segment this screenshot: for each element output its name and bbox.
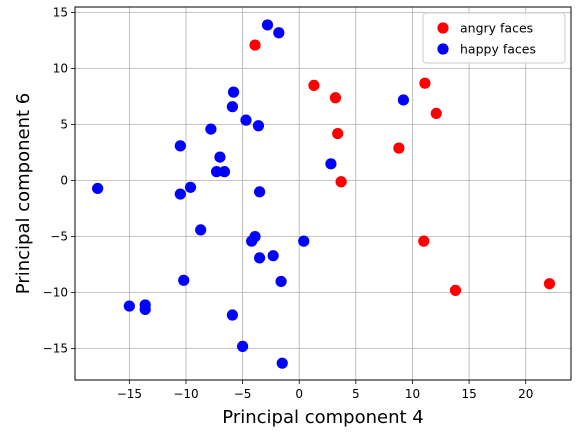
data-point — [419, 77, 431, 89]
data-point — [240, 114, 252, 126]
grid — [75, 7, 571, 380]
y-tick-label: 5 — [60, 118, 68, 132]
data-point — [184, 181, 197, 193]
data-point — [226, 101, 239, 113]
data-point — [236, 340, 249, 352]
y-tick-label: 0 — [60, 174, 68, 188]
data-point — [261, 19, 274, 31]
data-point — [253, 186, 266, 198]
y-tick-label: 10 — [53, 62, 68, 76]
data-point — [332, 127, 344, 140]
data-point — [249, 231, 261, 243]
data-point — [174, 188, 186, 200]
x-axis-label: Principal component 4 — [222, 407, 423, 428]
data-point — [227, 86, 240, 98]
legend-box — [422, 12, 566, 64]
data-point — [205, 123, 217, 135]
y-tick-label: −5 — [50, 230, 68, 244]
series-0 — [249, 39, 556, 296]
series-1 — [92, 19, 410, 369]
data-point — [178, 274, 190, 286]
data-point — [214, 151, 226, 163]
x-tick-label: 20 — [518, 387, 533, 401]
x-tick-label: −5 — [234, 387, 252, 401]
data-point — [393, 142, 405, 154]
legend-marker — [437, 43, 449, 55]
data-point — [218, 166, 231, 178]
axis-ticks: −15 −10 −5 0 5 10 15 20 −15 −10 −5 0 5 10 15 — [43, 6, 534, 401]
x-tick-label: −15 — [117, 387, 142, 401]
data-point — [449, 284, 462, 296]
data-point — [298, 235, 310, 247]
y-axis-label: Principal component 6 — [13, 93, 34, 294]
data-point — [543, 278, 556, 290]
legend: angry faces happy faces — [422, 12, 566, 64]
plot-frame — [74, 6, 572, 381]
data-points — [92, 19, 556, 369]
data-point — [275, 275, 287, 288]
data-point — [329, 92, 342, 104]
data-point — [335, 176, 347, 188]
data-point — [308, 79, 320, 92]
data-point — [210, 166, 223, 178]
data-point — [397, 94, 410, 106]
legend-label: happy faces — [460, 42, 536, 57]
y-tick-label: −15 — [43, 342, 68, 356]
y-tick-label: −10 — [43, 286, 68, 300]
data-point — [273, 27, 285, 39]
data-point — [276, 357, 288, 369]
legend-marker — [437, 22, 449, 34]
y-tick-label: 15 — [53, 6, 68, 20]
data-point — [92, 182, 104, 195]
x-tick-label: 10 — [405, 387, 420, 401]
x-tick-label: 5 — [352, 387, 360, 401]
data-point — [430, 107, 442, 120]
data-point — [226, 309, 239, 321]
data-point — [123, 300, 135, 312]
data-point — [195, 224, 207, 236]
data-point — [249, 39, 261, 51]
x-tick-label: 15 — [461, 387, 476, 401]
data-point — [267, 250, 279, 262]
data-point — [325, 158, 337, 170]
x-tick-label: 0 — [295, 387, 303, 401]
x-tick-label: −10 — [173, 387, 198, 401]
data-point — [139, 303, 151, 316]
data-point — [174, 140, 186, 152]
data-point — [418, 235, 430, 247]
data-point — [252, 120, 265, 132]
data-point — [253, 252, 266, 264]
legend-label: angry faces — [460, 21, 533, 36]
